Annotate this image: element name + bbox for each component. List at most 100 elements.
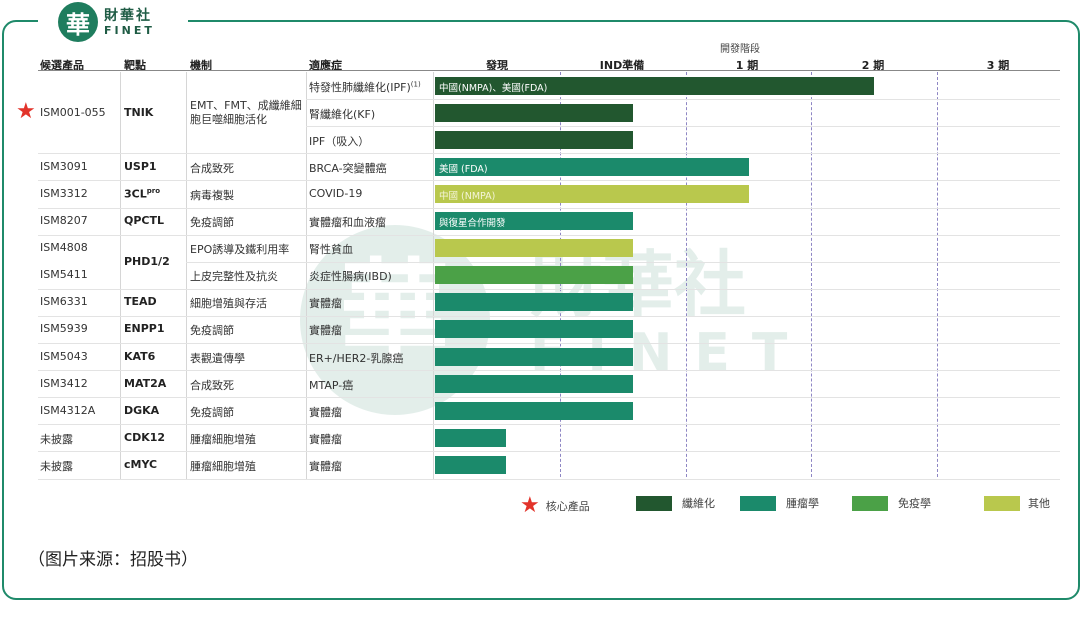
legend-swatch: [984, 495, 1020, 511]
indication-text: MTAP-癌: [309, 377, 353, 393]
row-divider: [38, 424, 1060, 426]
progress-bar: [435, 455, 507, 474]
mechanism-text: 病毒複製: [190, 188, 234, 202]
target-label: USP1: [124, 159, 157, 173]
candidate-name: 未披露: [40, 432, 73, 446]
candidate-name: ISM3091: [40, 159, 88, 173]
progress-bar: [435, 347, 634, 366]
phase-label-discovery: 發現: [486, 59, 508, 72]
row-divider: [38, 370, 1060, 372]
mechanism-text: 免疫調節: [190, 216, 234, 230]
progress-bar: [435, 239, 634, 258]
mechanism-text: 合成致死: [190, 161, 234, 175]
mechanism-text: 免疫調節: [190, 324, 234, 338]
indication-label: BRCA-突變體癌: [309, 161, 387, 175]
header-target: 靶點: [124, 59, 146, 72]
indication-label: COVID-19: [309, 186, 363, 200]
progress-bar: 中國 (NMPA): [435, 184, 749, 203]
legend-label: 免疫學: [898, 497, 931, 510]
indication-text: 腎性貧血: [309, 241, 353, 257]
bar-label: 中國 (NMPA): [439, 190, 496, 202]
target-name: QPCTL: [124, 214, 164, 227]
logo-name-en: FINET: [104, 23, 155, 37]
mechanism-text: 細胞增殖與存活: [190, 297, 267, 311]
legend-star-icon: ★: [520, 493, 540, 518]
legend-item: 免疫學: [852, 495, 931, 511]
candidate-name: ISM6331: [40, 295, 88, 309]
indication-label: 實體瘤: [309, 297, 342, 311]
phases-title: 開發階段: [720, 44, 760, 55]
target-label: 3CL: [124, 187, 147, 201]
legend-item: 其他: [984, 495, 1050, 511]
legend-label: 腫瘤學: [786, 497, 819, 510]
row-divider: [38, 288, 1060, 290]
phase-label-phase2: 2 期: [861, 59, 885, 72]
target-label: cMYC: [124, 457, 158, 471]
indication-label: MTAP-癌: [309, 378, 354, 392]
candidate-name: ISM5939: [40, 322, 88, 336]
phase-boundary-line: [811, 72, 813, 477]
row-divider: [38, 397, 1060, 399]
row-divider: [38, 478, 1060, 480]
indication-label: IPF（吸入）: [309, 134, 370, 148]
progress-bar: [435, 103, 634, 122]
progress-bar: 與復星合作開發: [435, 212, 634, 231]
indication-text: IPF（吸入）: [309, 133, 369, 149]
logo-text: 財華社 FINET: [104, 9, 155, 36]
candidate-name: ISM5411: [40, 268, 88, 282]
row-divider: [306, 126, 1060, 128]
column-separator-indication: [306, 72, 307, 479]
mechanism-text: 腫瘤細胞增殖: [190, 459, 256, 473]
target-name: TEAD: [124, 295, 157, 308]
bar-label: 美國 (FDA): [439, 163, 488, 175]
indication-label: 實體瘤: [309, 459, 342, 473]
phase-label-phase3: 3 期: [986, 59, 1010, 72]
bar-label: 中國(NMPA)、美國(FDA): [439, 82, 548, 94]
target-name: ENPP1: [124, 322, 165, 335]
figure-frame: [2, 20, 1080, 600]
row-divider: [38, 343, 1060, 344]
indication-label: ER+/HER2-乳腺癌: [309, 351, 404, 365]
candidate-name: ISM5043: [40, 349, 88, 363]
target-name: DGKA: [124, 404, 159, 417]
row-divider: [306, 99, 1060, 101]
legend-label: 核心產品: [545, 500, 590, 513]
indication-text: 特發性肺纖維化(IPF)(1): [309, 79, 421, 95]
phase-label-ind: IND準備: [599, 59, 645, 72]
target-label: TNIK: [124, 105, 154, 119]
progress-bar: [435, 293, 634, 312]
legend-item: 纖維化: [636, 495, 715, 511]
target-label: DGKA: [124, 403, 160, 417]
progress-bar: [435, 266, 634, 285]
indication-label: 實體瘤和血液瘤: [309, 216, 386, 230]
row-divider: [38, 451, 1060, 453]
logo-name-cn: 財華社: [104, 7, 152, 24]
target-name: MAT2A: [124, 377, 166, 390]
legend-label: 纖維化: [682, 497, 715, 510]
legend-swatch: [740, 495, 776, 511]
header-indication: 適應症: [309, 59, 342, 72]
header-divider: [38, 70, 1060, 71]
phase-label-phase1: 1 期: [735, 59, 759, 72]
indication-text: 腎纖維化(KF): [309, 106, 375, 122]
finet-logo: 華 財華社 FINET: [38, 0, 188, 44]
target-name: TNIK: [124, 106, 153, 119]
target-label: PHD1/2: [124, 254, 170, 268]
legend-item: 腫瘤學: [740, 495, 819, 511]
core-product-star-icon: ★: [16, 98, 36, 124]
column-separator-bars: [433, 72, 434, 479]
mechanism-text: 腫瘤細胞增殖: [190, 432, 256, 446]
indication-text: COVID-19: [309, 187, 362, 200]
progress-bar: [435, 401, 634, 420]
mechanism-text: 表觀遺傳學: [190, 351, 245, 365]
mechanism-text: 上皮完整性及抗炎: [190, 270, 278, 284]
bar-label: 與復星合作開發: [439, 218, 506, 230]
phase-boundary-line: [936, 72, 938, 477]
indication-label: 實體瘤: [309, 324, 342, 338]
phase-boundary-line: [685, 72, 687, 477]
legend-label: 其他: [1028, 497, 1050, 510]
candidate-name: ISM001-055: [40, 105, 106, 119]
indication-text: BRCA-突變體癌: [309, 160, 387, 176]
target-label: TEAD: [124, 295, 157, 309]
row-divider: [38, 315, 1060, 317]
